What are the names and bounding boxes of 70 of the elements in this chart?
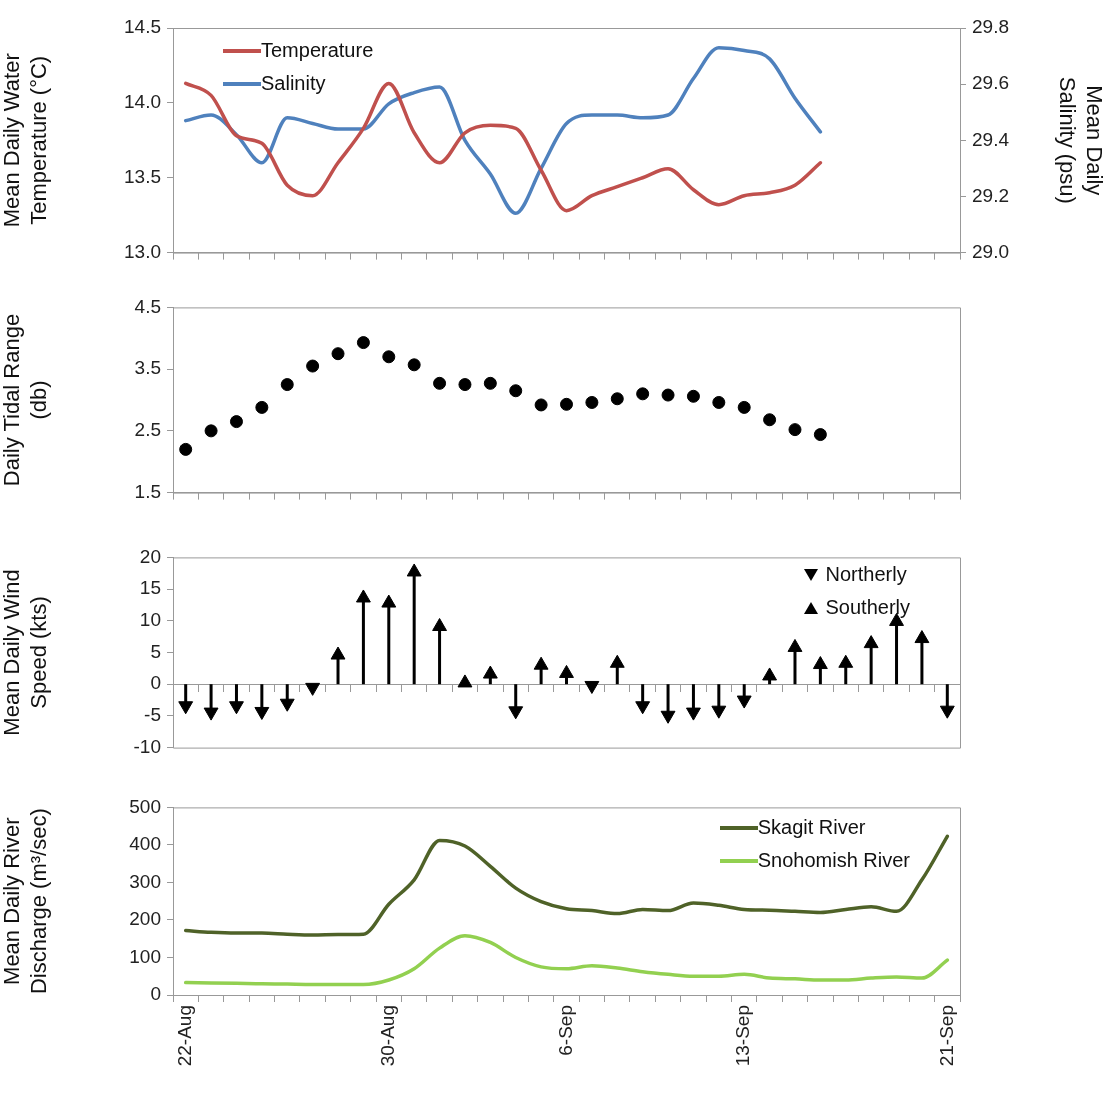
- y-axis-title: Mean Daily Wind Speed (kts): [0, 569, 51, 736]
- point: [407, 358, 421, 372]
- y-tick-label: 2.5: [134, 419, 161, 441]
- point: [788, 423, 802, 437]
- y-tick-label: -10: [133, 735, 161, 757]
- point: [356, 336, 370, 350]
- y-tick-label: 14.0: [124, 91, 161, 113]
- y-tick-label: 300: [129, 870, 161, 892]
- point: [763, 413, 777, 427]
- point: [280, 378, 294, 392]
- y-axis-title: Mean Daily Water Temperature (°C): [0, 53, 51, 228]
- point: [813, 428, 827, 442]
- x-tick-label: 13-Sep: [732, 1005, 754, 1067]
- y-tick-label: 13.0: [124, 240, 161, 262]
- y-axis-title: Mean Daily River Discharge (m³/sec): [0, 808, 51, 995]
- point: [585, 395, 599, 409]
- y-tick-label: 1.5: [134, 480, 161, 502]
- point: [534, 398, 548, 412]
- y-tick-label: -5: [144, 704, 161, 726]
- y-tick-label: 100: [129, 945, 161, 967]
- x-tick-label: 6-Sep: [554, 1005, 576, 1056]
- legend-label: Salinity: [261, 71, 326, 96]
- y-tick-label: 0: [150, 672, 161, 694]
- legend-label: Southerly: [825, 595, 910, 620]
- point: [306, 359, 320, 373]
- point: [204, 424, 218, 438]
- point: [686, 389, 700, 403]
- point: [560, 397, 573, 411]
- y-tick-label: 14.5: [124, 16, 161, 38]
- y-axis-title: Daily Tidal Range (db): [0, 313, 51, 487]
- point: [458, 378, 472, 392]
- y-tick-label: 500: [129, 795, 161, 817]
- legend-label: Skagit River: [757, 815, 866, 840]
- point: [509, 384, 523, 398]
- point: [712, 395, 726, 409]
- y-tick-label: 400: [129, 833, 161, 855]
- y2-axis-title: Mean Daily Salinity (psu): [1055, 76, 1106, 204]
- y-tick-label: 10: [139, 609, 161, 631]
- point: [331, 347, 345, 361]
- y2-tick-label: 29.2: [972, 184, 1009, 206]
- y-tick-label: 0: [150, 983, 161, 1005]
- x-tick-label: 30-Aug: [377, 1005, 399, 1067]
- point: [433, 376, 447, 390]
- y2-tick-label: 29.8: [972, 16, 1009, 38]
- y-tick-label: 13.5: [124, 165, 161, 187]
- point: [229, 415, 243, 429]
- point: [661, 388, 675, 402]
- point: [737, 400, 751, 414]
- y-tick-label: 20: [139, 545, 161, 567]
- point: [636, 387, 650, 401]
- point: [382, 350, 396, 364]
- x-tick-label: 21-Sep: [935, 1005, 957, 1067]
- y2-tick-label: 29.0: [972, 240, 1009, 262]
- y-tick-label: 15: [139, 577, 161, 599]
- point: [179, 442, 193, 456]
- legend-label: Snohomish River: [757, 848, 910, 873]
- y2-tick-label: 29.4: [972, 128, 1010, 150]
- legend-label: Temperature: [261, 38, 374, 63]
- line-series: [183, 45, 823, 216]
- y-tick-label: 3.5: [134, 357, 161, 379]
- y-tick-label: 4.5: [134, 295, 161, 317]
- point: [610, 392, 624, 406]
- y-tick-label: 5: [150, 640, 161, 662]
- y2-tick-label: 29.6: [972, 72, 1009, 94]
- point: [483, 376, 497, 390]
- y-tick-label: 200: [129, 908, 161, 930]
- x-tick-label: 22-Aug: [173, 1005, 195, 1067]
- point: [255, 400, 269, 414]
- legend-label: Northerly: [825, 562, 907, 587]
- line-series: [183, 933, 950, 987]
